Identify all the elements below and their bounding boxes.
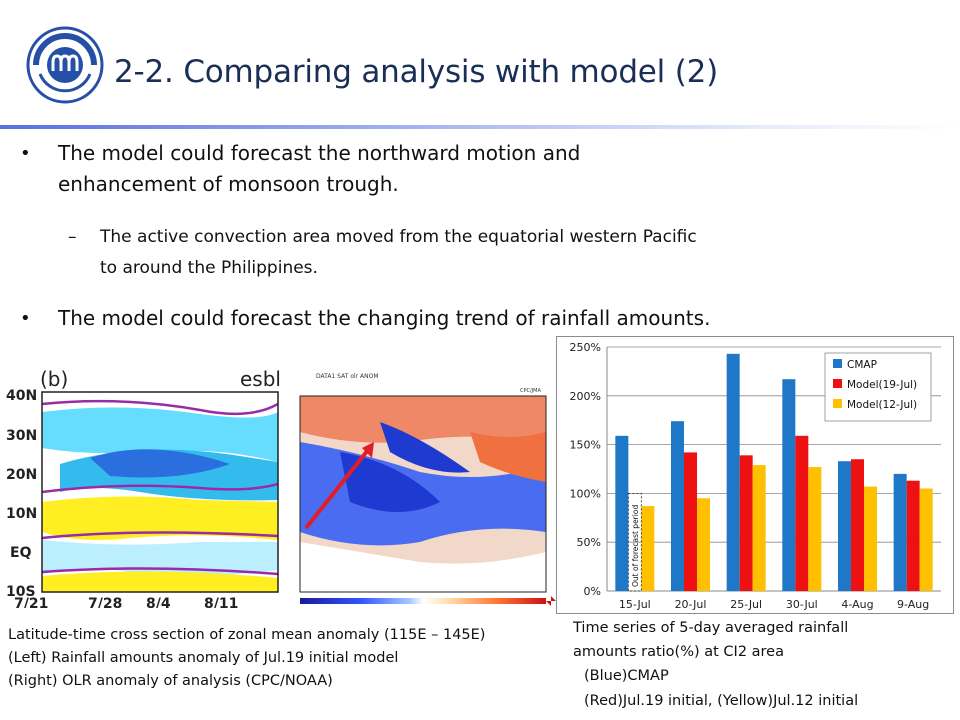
rainfall-anomaly-panel	[42, 392, 278, 592]
y-tick-label: 100%	[570, 487, 601, 500]
legend-label: CMAP	[847, 359, 877, 371]
y-tick-40n: 40N	[6, 388, 37, 404]
legend-swatch	[833, 379, 842, 388]
cross-section-figure: (b) esbl 40N 30N 20N 10N EQ 10S 7/21 7/2…	[0, 352, 558, 608]
bullet-2: • The model could forecast the changing …	[20, 303, 711, 334]
olr-header: DATA1 SAT olr ANOM	[316, 373, 379, 380]
x-tick-728: 7/28	[88, 596, 122, 608]
x-tick-811: 8/11	[204, 596, 238, 608]
x-tick-label: 25-Jul	[730, 598, 762, 611]
bullet-dot-icon: •	[20, 308, 31, 329]
sub-bullet-1: – The active convection area moved from …	[68, 222, 697, 284]
bar-model-19-jul-	[795, 435, 809, 591]
sub-bullet-1-line-1: The active convection area moved from th…	[100, 227, 697, 247]
y-tick-eq: EQ	[10, 545, 32, 561]
panel-label: (b)	[40, 367, 68, 391]
red-arrow-icon	[362, 442, 374, 458]
bar-cmap	[893, 473, 907, 591]
bar-model-19-jul-	[739, 455, 753, 591]
x-tick-721: 7/21	[14, 596, 48, 608]
y-tick-30n: 30N	[6, 428, 37, 444]
title-divider	[0, 125, 960, 129]
y-tick-label: 150%	[570, 439, 601, 452]
bar-model-12-jul-	[697, 498, 710, 591]
right-caption-line-3: (Blue)CMAP	[584, 668, 669, 684]
y-tick-label: 250%	[570, 341, 601, 354]
bar-model-12-jul-	[808, 467, 822, 591]
jma-logo	[26, 26, 104, 104]
bar-model-19-jul-	[906, 480, 920, 591]
bullet-dot-icon: •	[20, 143, 31, 164]
legend-box	[824, 352, 932, 422]
legend-swatch	[833, 359, 842, 368]
bullet-1-line-1: The model could forecast the northward m…	[58, 141, 581, 165]
x-tick-label: 9-Aug	[897, 598, 929, 611]
sub-bullet-1-line-2: to around the Philippines.	[100, 258, 318, 278]
legend-label: Model(19-Jul)	[847, 379, 917, 391]
bar-model-12-jul-	[864, 486, 877, 591]
right-caption-line-4: (Red)Jul.19 initial, (Yellow)Jul.12 init…	[584, 693, 859, 709]
y-tick-10n: 10N	[6, 506, 37, 522]
bullet-1-line-2: enhancement of monsoon trough.	[58, 172, 399, 196]
cross-section-svg: (b) esbl 40N 30N 20N 10N EQ 10S 7/21 7/2…	[6, 367, 556, 608]
y-tick-10s: 10S	[6, 584, 36, 600]
x-tick-label: 4-Aug	[841, 598, 873, 611]
right-caption-line-2: amounts ratio(%) at CI2 area	[573, 644, 784, 660]
bar-model-12-jul-	[641, 506, 655, 591]
red-arrow-shaft	[304, 448, 370, 530]
x-tick-label: 30-Jul	[786, 598, 818, 611]
panel-tag: esbl	[240, 367, 281, 391]
bullet-2-text: The model could forecast the changing tr…	[58, 306, 711, 330]
left-caption-line-1: Latitude-time cross section of zonal mea…	[8, 627, 486, 643]
colorbar-arrow-icon	[546, 596, 556, 606]
dash-icon: –	[68, 227, 77, 247]
annotation-text: Out of forecast period	[631, 505, 640, 587]
bar-cmap	[726, 353, 740, 591]
annotation-box	[627, 492, 642, 592]
bar-model-19-jul-	[684, 452, 697, 591]
slide-title: 2-2. Comparing analysis with model (2)	[114, 54, 719, 90]
bar-model-12-jul-	[752, 465, 766, 591]
rainfall-ratio-chart-svg: 0% 50% 100% 150% 200% 250% 15-Jul 20-Jul 25-Jul 3…	[570, 341, 941, 611]
bullet-1: • The model could forecast the northward…	[20, 138, 581, 200]
legend-label: Model(12-Jul)	[847, 399, 917, 411]
legend-swatch	[833, 399, 842, 408]
y-tick-label: 50%	[577, 536, 601, 549]
bar-cmap	[615, 435, 629, 591]
bar-cmap	[838, 461, 851, 591]
olr-anomaly-panel	[300, 396, 546, 592]
left-caption-line-2: (Left) Rainfall amounts anomaly of Jul.1…	[8, 650, 399, 666]
x-tick-label: 20-Jul	[675, 598, 707, 611]
bar-cmap	[671, 421, 684, 591]
olr-credit: CPC/JMA	[520, 388, 541, 394]
x-tick-84: 8/4	[146, 596, 171, 608]
bar-model-12-jul-	[919, 488, 933, 591]
right-caption-line-1: Time series of 5-day averaged rainfall	[573, 620, 849, 636]
y-tick-label: 0%	[584, 585, 601, 598]
bar-cmap	[782, 379, 796, 591]
left-caption-line-3: (Right) OLR anomaly of analysis (CPC/NOA…	[8, 673, 333, 689]
y-tick-20n: 20N	[6, 467, 37, 483]
olr-colorbar	[300, 598, 546, 604]
bar-model-19-jul-	[851, 459, 864, 591]
y-tick-label: 200%	[570, 390, 601, 403]
rainfall-ratio-chart: 0% 50% 100% 150% 200% 250% 15-Jul 20-Jul 25-Jul 3…	[556, 336, 954, 614]
x-tick-label: 15-Jul	[619, 598, 651, 611]
